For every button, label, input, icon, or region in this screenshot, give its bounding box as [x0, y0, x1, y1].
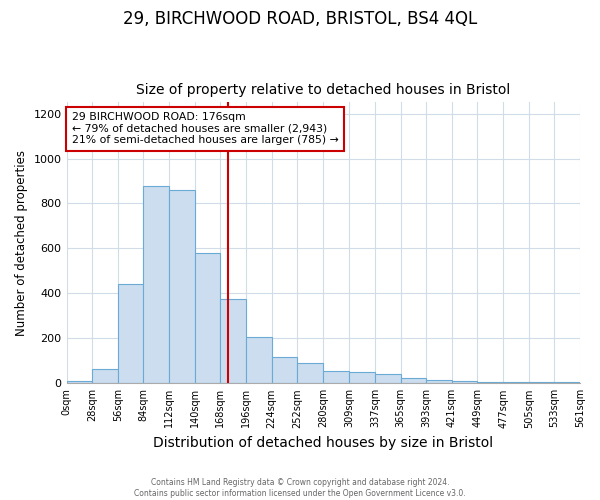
- Bar: [297, 363, 323, 384]
- Bar: [246, 337, 272, 384]
- X-axis label: Distribution of detached houses by size in Bristol: Distribution of detached houses by size …: [153, 436, 493, 450]
- Bar: [349, 372, 375, 384]
- Bar: [401, 378, 426, 384]
- Bar: [529, 382, 554, 384]
- Bar: [323, 371, 349, 384]
- Bar: [169, 190, 194, 384]
- Bar: [478, 382, 503, 384]
- Title: Size of property relative to detached houses in Bristol: Size of property relative to detached ho…: [136, 83, 511, 97]
- Text: 29 BIRCHWOOD ROAD: 176sqm
← 79% of detached houses are smaller (2,943)
21% of se: 29 BIRCHWOOD ROAD: 176sqm ← 79% of detac…: [71, 112, 338, 146]
- Bar: [143, 186, 169, 384]
- Y-axis label: Number of detached properties: Number of detached properties: [15, 150, 28, 336]
- Bar: [118, 284, 143, 384]
- Bar: [67, 381, 92, 384]
- Bar: [272, 358, 297, 384]
- Bar: [452, 381, 478, 384]
- Bar: [426, 380, 452, 384]
- Bar: [503, 382, 529, 384]
- Bar: [375, 374, 401, 384]
- Bar: [220, 299, 246, 384]
- Bar: [194, 253, 220, 384]
- Text: Contains HM Land Registry data © Crown copyright and database right 2024.
Contai: Contains HM Land Registry data © Crown c…: [134, 478, 466, 498]
- Bar: [554, 382, 580, 384]
- Bar: [92, 368, 118, 384]
- Text: 29, BIRCHWOOD ROAD, BRISTOL, BS4 4QL: 29, BIRCHWOOD ROAD, BRISTOL, BS4 4QL: [123, 10, 477, 28]
